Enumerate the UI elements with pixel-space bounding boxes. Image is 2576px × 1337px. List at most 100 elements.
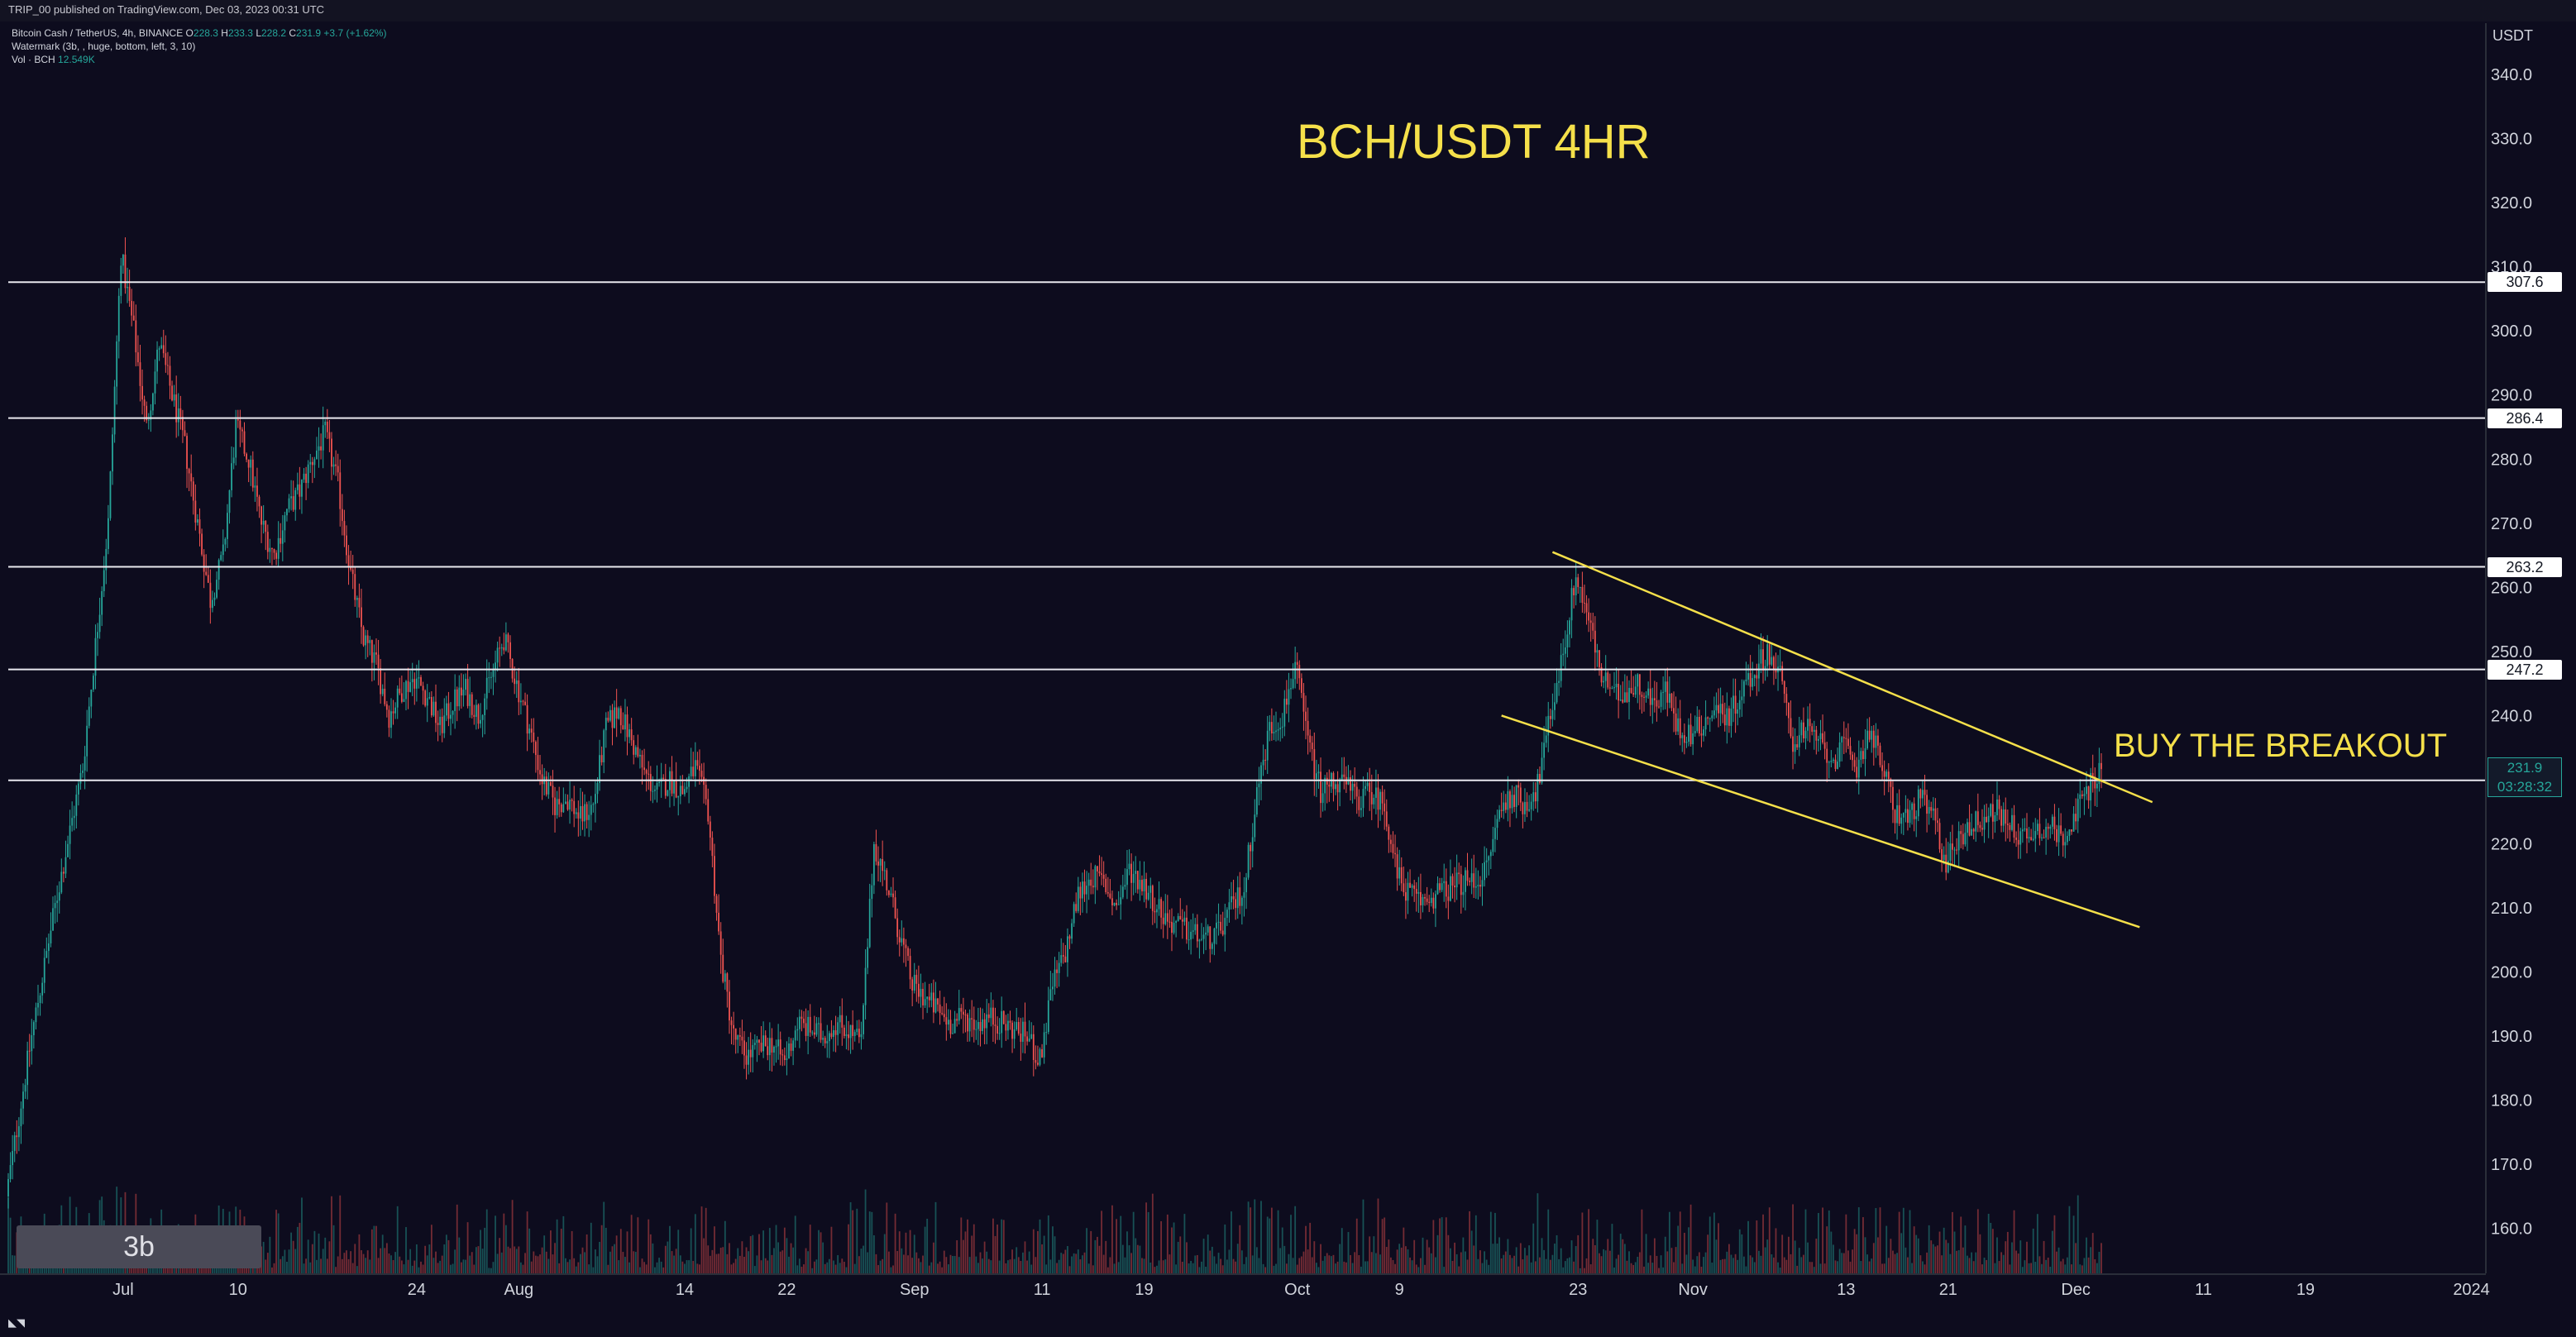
volume-bar	[515, 1249, 518, 1273]
volume-bar	[301, 1197, 303, 1273]
candle-body	[1664, 681, 1666, 692]
candle-body	[77, 783, 79, 795]
watermark-indicator-row[interactable]: Watermark (3b, , huge, bottom, left, 3, …	[12, 40, 386, 53]
tradingview-logo[interactable]: ◣◥	[8, 1316, 25, 1330]
candle-body	[160, 345, 163, 349]
volume-bar	[1489, 1211, 1492, 1273]
volume-bar	[1528, 1245, 1530, 1273]
volume-bar	[1143, 1258, 1145, 1273]
volume-bar	[1164, 1259, 1167, 1273]
candle-body	[648, 773, 650, 775]
volume-bar	[1849, 1261, 1852, 1273]
volume-bar	[13, 1255, 16, 1273]
candle-body	[2009, 824, 2011, 830]
volume-bar	[2002, 1254, 2005, 1273]
volume-bar	[1779, 1268, 1781, 1273]
volume-bar	[858, 1256, 860, 1273]
volume-bar	[745, 1247, 748, 1273]
candle-body	[1409, 882, 1411, 888]
volume-bar	[1328, 1255, 1331, 1273]
volume-bar	[1332, 1254, 1335, 1273]
bottom-bar	[0, 1315, 2576, 1337]
volume-bar	[1358, 1254, 1360, 1273]
candle-body	[1037, 1062, 1039, 1065]
y-tick-label: 340.0	[2491, 66, 2532, 84]
candle-body	[188, 469, 190, 474]
candle-body	[722, 954, 724, 982]
candle-body	[1335, 784, 1336, 790]
volume-bar	[932, 1242, 934, 1273]
candle-body	[607, 718, 609, 721]
volume-bar	[354, 1244, 356, 1273]
y-tick-label: 200.0	[2491, 964, 2532, 982]
candle-body	[2005, 809, 2007, 824]
volume-bar	[1474, 1215, 1477, 1273]
y-tick-label: 270.0	[2491, 515, 2532, 533]
volume-bar	[1181, 1261, 1183, 1273]
volume-bar	[2047, 1258, 2049, 1273]
candle-body	[875, 843, 877, 862]
candle-body	[1288, 689, 1290, 705]
candle-body	[2047, 826, 2049, 829]
volume-row[interactable]: Vol · BCH 12.549K	[12, 53, 386, 66]
volume-bar	[964, 1231, 967, 1273]
candle-body	[2081, 794, 2083, 796]
candle-body	[1930, 807, 1933, 811]
candle-body	[307, 464, 309, 484]
symbol-row[interactable]: Bitcoin Cash / TetherUS, 4h, BINANCE O22…	[12, 26, 386, 40]
candle-body	[1154, 910, 1156, 913]
volume-bar	[1677, 1225, 1680, 1273]
candle-body	[1611, 688, 1613, 690]
candle-body	[748, 1049, 750, 1065]
volume-bar	[1183, 1214, 1186, 1273]
candle-body	[1090, 879, 1092, 886]
currency-label[interactable]: USDT	[2492, 27, 2533, 44]
candle-body	[1934, 808, 1937, 821]
candle-body	[654, 789, 656, 791]
volume-bar	[266, 1253, 269, 1273]
candle-body	[1443, 881, 1446, 884]
candle-body	[1311, 743, 1313, 749]
candle-body	[1615, 683, 1618, 688]
candle-body	[1350, 777, 1351, 791]
candle-body	[643, 767, 645, 771]
candle-body	[1396, 854, 1398, 879]
volume-bar	[1623, 1244, 1626, 1273]
volume-bar	[1979, 1234, 1981, 1273]
volume-bar	[982, 1258, 983, 1273]
volume-bar	[1186, 1242, 1188, 1273]
candle-body	[1700, 733, 1703, 736]
volume-bar	[1803, 1254, 1804, 1273]
volume-bar	[1388, 1239, 1390, 1273]
volume-bar	[1947, 1243, 1949, 1273]
volume-bar	[1756, 1220, 1758, 1273]
volume-bar	[37, 1264, 39, 1273]
candle-body	[441, 716, 443, 733]
candle-body	[932, 992, 934, 1013]
volume-bar	[1106, 1267, 1109, 1273]
candle-body	[1240, 897, 1243, 906]
volume-bar	[1556, 1234, 1558, 1273]
volume-bar	[1788, 1236, 1790, 1273]
candle-body	[1082, 881, 1083, 899]
candle-body	[1492, 838, 1494, 852]
candle-body	[1007, 1020, 1009, 1031]
volume-bar	[424, 1245, 427, 1273]
candle-body	[1658, 706, 1660, 708]
volume-bar	[460, 1262, 462, 1273]
horizontal-levels	[8, 281, 2486, 781]
candle-body	[1692, 733, 1694, 745]
candle-body	[1489, 852, 1492, 857]
volume-bar	[556, 1219, 558, 1273]
candle-body	[2049, 826, 2052, 829]
candle-body	[1762, 649, 1764, 671]
candle-body	[326, 421, 328, 432]
candle-body	[1188, 939, 1190, 941]
volume-bar	[1179, 1236, 1182, 1273]
candle-body	[58, 892, 60, 901]
candle-body	[1943, 854, 1945, 861]
volume-bar	[1343, 1261, 1345, 1273]
volume-bar	[1360, 1266, 1362, 1273]
candle-body	[633, 740, 635, 755]
